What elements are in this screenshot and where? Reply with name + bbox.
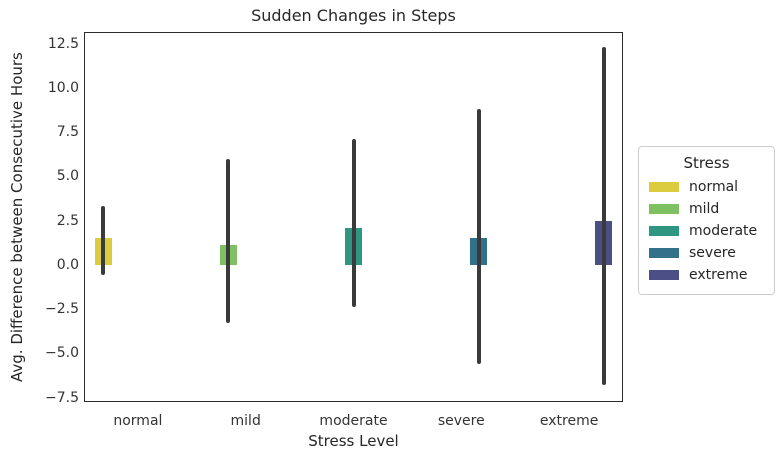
- legend-swatch-severe: [649, 248, 679, 258]
- legend-entry-mild: mild: [649, 198, 764, 220]
- x-tick-label-mild: mild: [230, 413, 261, 429]
- y-tick-label: −7.5: [45, 389, 79, 406]
- legend-entry-label: severe: [689, 245, 736, 261]
- y-tick-label: 5.0: [56, 168, 79, 185]
- error-bar-severe: [476, 109, 481, 364]
- x-tick-label-moderate: moderate: [319, 413, 388, 429]
- legend-entry-label: moderate: [689, 223, 758, 239]
- y-tick-label: 2.5: [56, 212, 79, 229]
- y-tick-label: 10.0: [47, 79, 79, 96]
- y-tick-label: 0.0: [56, 256, 79, 273]
- x-tick-label-normal: normal: [113, 413, 163, 429]
- legend-entries: normal mild moderate severe extreme: [649, 176, 764, 286]
- legend-entry-label: normal: [689, 179, 739, 195]
- y-tick-label: −5.0: [45, 345, 79, 362]
- legend-entry-extreme: extreme: [649, 264, 764, 286]
- x-tick-label-severe: severe: [437, 413, 485, 429]
- legend-entry-label: extreme: [689, 267, 748, 283]
- x-tick-label-extreme: extreme: [539, 413, 599, 429]
- error-bar-moderate: [351, 139, 356, 308]
- legend-entry-label: mild: [689, 201, 720, 217]
- x-axis-label: Stress Level: [308, 432, 399, 450]
- legend-swatch-normal: [649, 182, 679, 192]
- legend: Stress normal mild moderate severe extreme: [638, 146, 775, 295]
- y-tick-label: 7.5: [56, 124, 79, 141]
- legend-entry-severe: severe: [649, 242, 764, 264]
- error-bar-mild: [226, 158, 231, 324]
- y-tick-label: −2.5: [45, 301, 79, 318]
- legend-entry-normal: normal: [649, 176, 764, 198]
- error-bar-extreme: [601, 47, 606, 386]
- legend-title: Stress: [683, 154, 730, 172]
- y-tick-label: 12.5: [47, 35, 79, 52]
- legend-swatch-moderate: [649, 226, 679, 236]
- legend-swatch-extreme: [649, 270, 679, 280]
- chart-title: Sudden Changes in Steps: [251, 6, 456, 25]
- plot-area: [84, 32, 623, 402]
- legend-entry-moderate: moderate: [649, 220, 764, 242]
- legend-swatch-mild: [649, 204, 679, 214]
- error-bar-normal: [101, 206, 106, 276]
